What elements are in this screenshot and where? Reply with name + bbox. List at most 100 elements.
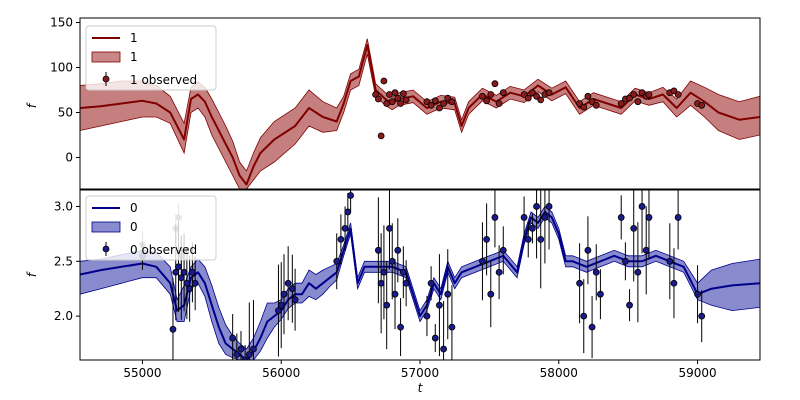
bottom-observed-point	[344, 208, 352, 216]
bottom-observed-point	[383, 301, 391, 309]
bottom-observed-point	[347, 192, 355, 199]
bottom-observed-point	[541, 214, 549, 221]
top-observed-point	[391, 89, 399, 97]
bottom-observed-point	[275, 307, 282, 315]
bottom-observed-point	[642, 246, 650, 254]
bottom-model-line	[80, 210, 760, 360]
bottom-observed-point	[638, 203, 646, 210]
top-observed-point	[377, 132, 385, 140]
top-observed-point	[499, 89, 507, 97]
bottom-observed-point	[391, 290, 399, 298]
bottom-legend-band-swatch	[91, 221, 121, 233]
top-ytick-label: 150	[50, 16, 73, 30]
bottom-observed-point	[674, 214, 682, 221]
top-observed-point	[495, 100, 503, 107]
bottom-observed-point	[487, 290, 495, 298]
bottom-xtick-label: 55000	[123, 366, 161, 380]
top-ytick-label: 0	[65, 151, 73, 165]
bottom-observed-point	[626, 301, 633, 309]
bottom-y-ticks: 2.0 2.5 3.0	[54, 199, 80, 323]
top-observed-point	[584, 92, 592, 100]
bottom-xlabel: t	[418, 381, 424, 395]
bottom-observed-point	[694, 290, 701, 298]
bottom-observed-point	[388, 257, 396, 265]
top-observed-point	[388, 98, 396, 106]
bottom-observed-point	[245, 351, 253, 358]
bottom-observed-point	[431, 334, 439, 342]
top-legend-box	[85, 25, 217, 91]
bottom-observed-point	[576, 279, 583, 287]
top-observed-point	[386, 91, 393, 98]
bottom-observed-point	[291, 296, 299, 304]
bottom-observed-point	[588, 323, 596, 331]
top-observed-point	[491, 80, 499, 88]
bottom-observed-point	[621, 257, 629, 265]
top-observed-point	[617, 100, 625, 107]
bottom-observed-point	[233, 351, 241, 358]
top-observed-point	[380, 77, 388, 85]
top-band-area	[80, 38, 760, 189]
bottom-xtick-label: 56000	[262, 366, 300, 380]
bottom-observed-point	[634, 268, 642, 276]
top-y-ticks: 0 50 100 150	[50, 16, 80, 165]
bottom-ytick-label: 2.0	[54, 309, 73, 323]
bottom-observed-point	[189, 268, 196, 276]
top-observed-point	[402, 96, 410, 104]
bottom-observed-point	[394, 246, 402, 254]
top-observed-point	[545, 89, 553, 97]
bottom-observed-point	[698, 312, 706, 320]
bottom-observed-point	[337, 235, 345, 243]
top-panel: 0 50 100 150 f 1 1 1 observed	[25, 16, 761, 190]
top-observed-point	[399, 90, 407, 97]
bottom-observed-point	[580, 312, 588, 320]
bottom-legend-point-swatch	[102, 245, 110, 253]
top-legend-point-swatch	[102, 75, 110, 83]
bottom-legend-label-line: 0	[130, 201, 138, 215]
bottom-observed-point	[191, 279, 199, 287]
bottom-observed-point	[545, 203, 553, 210]
bottom-observed-point	[483, 235, 491, 243]
top-observed-point	[440, 100, 447, 107]
top-observed-point	[431, 97, 439, 105]
top-observed-point	[634, 98, 642, 106]
top-observed-point	[448, 98, 456, 106]
top-observed-point	[479, 92, 486, 100]
bottom-observed-point	[537, 235, 545, 243]
bottom-observed-point	[533, 203, 540, 210]
top-observed-point	[394, 94, 402, 102]
bottom-observed-point	[630, 224, 638, 232]
bottom-observed-point	[380, 268, 388, 276]
bottom-observed-point	[341, 224, 349, 232]
top-observed-point	[592, 101, 600, 109]
top-legend-label-line: 1	[130, 31, 138, 45]
top-observed-point	[374, 95, 382, 103]
bottom-observed-point	[520, 214, 528, 221]
top-observed-point	[383, 100, 391, 107]
bottom-observed-point	[333, 257, 341, 265]
bottom-observed-point	[277, 301, 285, 309]
bottom-observed-point	[495, 268, 503, 276]
bottom-observed-point	[377, 279, 385, 287]
bottom-observed-point	[169, 325, 177, 333]
bottom-observed-point	[617, 214, 625, 221]
bottom-legend-label-band: 0	[130, 220, 138, 234]
bottom-observed-point	[597, 290, 604, 298]
bottom-observed-point	[402, 279, 410, 287]
top-ytick-label: 50	[58, 106, 73, 120]
top-uncertainty-band	[80, 38, 760, 189]
top-observed-point	[487, 91, 495, 98]
bottom-observed-point	[175, 263, 182, 271]
bottom-observed-point	[237, 345, 245, 353]
top-observed-point	[524, 94, 532, 102]
bottom-observed-point	[423, 312, 431, 320]
bottom-legend: 0 0 0 observed	[85, 195, 217, 261]
top-observed-point	[580, 103, 588, 111]
bottom-observed-point	[670, 279, 678, 287]
bottom-model-line-path	[80, 210, 760, 360]
bottom-observed-point	[436, 301, 443, 309]
top-observed-point	[645, 91, 653, 98]
top-observed-points	[372, 77, 706, 140]
bottom-observed-point	[183, 279, 191, 287]
bottom-observed-point	[229, 334, 237, 342]
bottom-xtick-label: 57000	[401, 366, 439, 380]
